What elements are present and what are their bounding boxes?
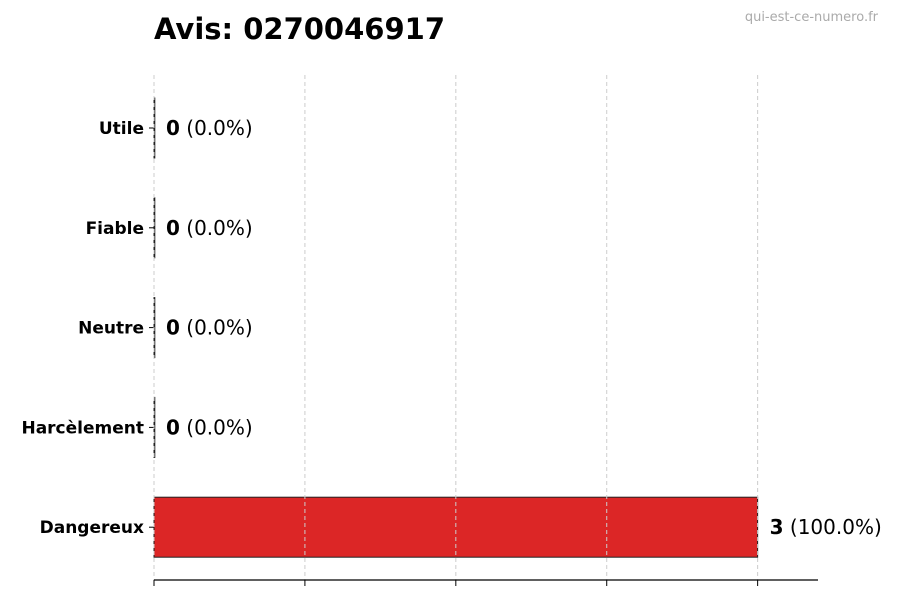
category-label: Fiable: [86, 219, 144, 239]
category-label: Harcèlement: [21, 418, 144, 438]
data-label: 3 (100.0%): [770, 515, 882, 539]
bar-dangereux: [153, 496, 759, 558]
data-label: 0 (0.0%): [166, 216, 253, 240]
category-label: Utile: [99, 119, 144, 139]
watermark: qui-est-ce-numero.fr: [744, 10, 878, 25]
category-label: Dangereux: [40, 518, 144, 538]
chart-title: Avis: 0270046917: [154, 12, 445, 46]
data-label: 0 (0.0%): [166, 415, 253, 439]
category-label: Neutre: [78, 319, 144, 339]
bar-fiable: [153, 197, 156, 259]
data-label: 0 (0.0%): [166, 316, 253, 340]
data-label: 0 (0.0%): [166, 116, 253, 140]
